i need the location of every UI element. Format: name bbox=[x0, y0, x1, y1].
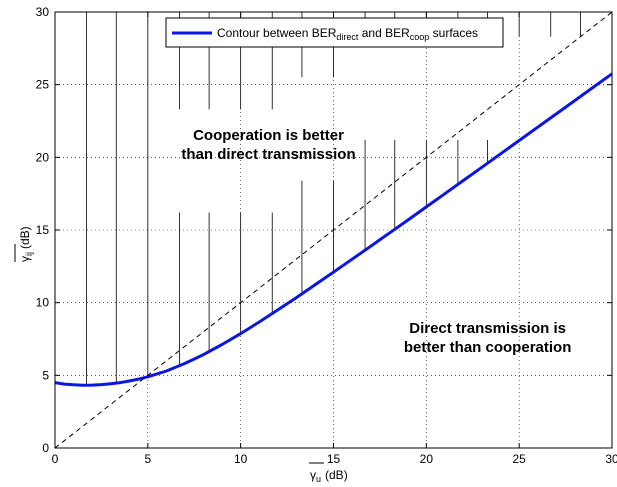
annotation-text: better than cooperation bbox=[404, 339, 572, 356]
series-group bbox=[54, 11, 613, 449]
annotation-text: Cooperation is better bbox=[193, 127, 344, 144]
y-tick-label: 20 bbox=[36, 150, 50, 164]
contour-series bbox=[54, 72, 613, 387]
ticks: 0 5 10 15 20 25 30 0 5 10 15 20 25 30 bbox=[36, 5, 617, 466]
legend: Contour between BERdirect and BERcoop su… bbox=[165, 17, 504, 48]
svg-text:γij(dB): γij(dB) bbox=[18, 226, 34, 262]
x-tick-label: 30 bbox=[605, 452, 617, 466]
annotations: Cooperation is better than direct transmi… bbox=[181, 127, 571, 356]
annotation-text: than direct transmission bbox=[181, 146, 355, 163]
legend-label: Contour between BERdirect and BERcoop su… bbox=[217, 26, 478, 42]
x-tick-label: 20 bbox=[420, 452, 434, 466]
y-tick-label: 30 bbox=[36, 5, 50, 19]
reference-line-series bbox=[54, 11, 613, 449]
x-tick-label: 25 bbox=[512, 452, 526, 466]
x-tick-label: 10 bbox=[234, 452, 248, 466]
x-tick-label: 15 bbox=[327, 452, 341, 466]
svg-text:γu(dB): γu (dB) bbox=[310, 468, 348, 484]
y-tick-label: 10 bbox=[36, 296, 50, 310]
y-tick-label: 5 bbox=[42, 368, 49, 382]
x-tick-label: 0 bbox=[52, 452, 59, 466]
y-tick-label: 15 bbox=[36, 223, 50, 237]
x-axis-label: γu (dB) bbox=[309, 462, 348, 484]
y-tick-label: 0 bbox=[42, 441, 49, 455]
x-tick-label: 5 bbox=[144, 452, 151, 466]
annotation-text: Direct transmission is bbox=[409, 320, 566, 337]
y-axis-label: γij(dB) bbox=[14, 226, 34, 262]
legend-box bbox=[165, 17, 504, 48]
y-tick-label: 25 bbox=[36, 78, 50, 92]
